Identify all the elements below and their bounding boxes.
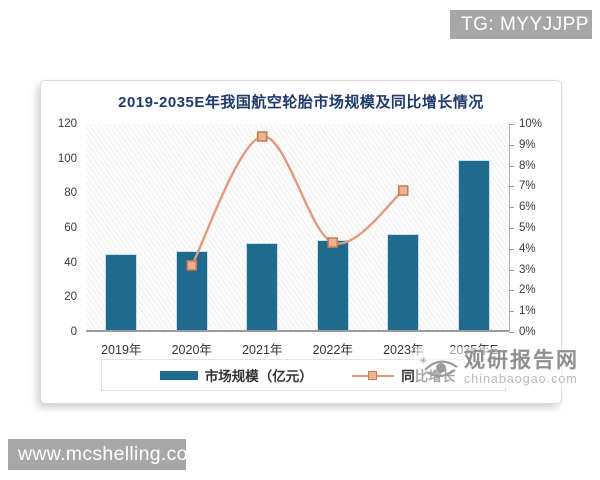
growth-line [190,135,405,267]
plot-area: 0 20 40 60 80 100 120 0% 1% 2% 3% 4% 5% 6% 7% 8% 9% 10% 20… [58,118,542,357]
right-axis-tick-label: 0% [519,326,536,338]
svg-text:✳: ✳ [419,356,427,367]
growth-line-chart [186,131,409,271]
right-axis-tick [509,186,514,188]
right-axis-tick [509,290,514,292]
legend-item-market-size: 市场规模（亿元） [159,365,313,385]
right-axis-tick [509,144,514,146]
line-marker [186,260,198,271]
eye-logo-icon: ✳ [419,356,458,377]
left-axis-tick-label: 40 [64,256,77,269]
right-axis-tick [509,228,514,229]
bar-2021年 [246,243,279,330]
source-url-label: www.mcshelling.com [18,443,205,465]
right-axis-tick-label: 1% [519,305,536,318]
watermark: ✳ 观研报告网 chinabaogao.com [415,347,583,388]
right-axis-tick [509,165,514,167]
line-series-swatch [352,370,395,380]
right-axis-tick-label: 2% [519,284,536,297]
watermark-site-name: 观研报告网 [464,349,579,372]
line-marker [256,131,268,142]
right-axis-tick [509,207,514,209]
chart-title: 2019-2035E年我国航空轮胎市场规模及同比增长情况 [118,94,484,111]
x-axis-label: 2023年 [383,343,424,357]
chart-card: 2019-2035E年我国航空轮胎市场规模及同比增长情况 0 20 40 60 80 10… [40,80,583,404]
watermark-site-url: chinabaogao.com [464,372,578,386]
bar-2035年E [457,160,490,330]
bar-2022年 [316,239,349,330]
bar-series-swatch [159,370,198,380]
right-axis-tick [509,124,514,125]
right-axis-tick [509,248,514,250]
right-axis-tick-label: 9% [519,138,536,151]
legend-label-market-size: 市场规模（亿元） [204,369,313,384]
left-axis-tick-label: 80 [64,187,77,200]
right-axis-tick [509,269,514,271]
right-axis-tick-label: 8% [519,159,536,172]
right-axis-tick-label: 6% [519,201,536,214]
left-axis-tick-label: 120 [57,118,77,130]
telegram-badge-label: TG: MYYJJPP [461,13,589,35]
right-axis-tick-label: 4% [519,242,536,255]
watermark-text: 观研报告网 chinabaogao.com [464,349,579,386]
line-marker [397,185,409,196]
right-axis-tick-label: 3% [519,263,536,276]
telegram-badge: TG: MYYJJPP [450,10,592,39]
x-axis-label: 2019年 [101,343,142,357]
left-axis-tick-label: 100 [57,152,77,165]
right-axis-tick [509,332,514,333]
left-axis-tick-label: 60 [64,222,77,234]
bar-2019年 [105,253,138,330]
x-axis-label: 2022年 [312,343,353,357]
line-marker-swatch [368,370,378,380]
x-axis-label: 2021年 [242,343,283,357]
line-marker [327,237,339,248]
right-axis-line [509,124,510,331]
left-axis-tick-label: 20 [64,291,77,304]
right-axis-tick-label: 5% [519,222,536,234]
x-axis-label: 2020年 [171,343,212,357]
right-axis-tick-label: 7% [519,180,536,193]
right-axis-tick [509,311,514,313]
right-axis-tick-label: 10% [519,118,543,130]
source-url-bar: www.mcshelling.com [8,439,204,470]
bar-2023年 [387,233,420,330]
left-axis-tick-label: 0 [70,326,77,338]
